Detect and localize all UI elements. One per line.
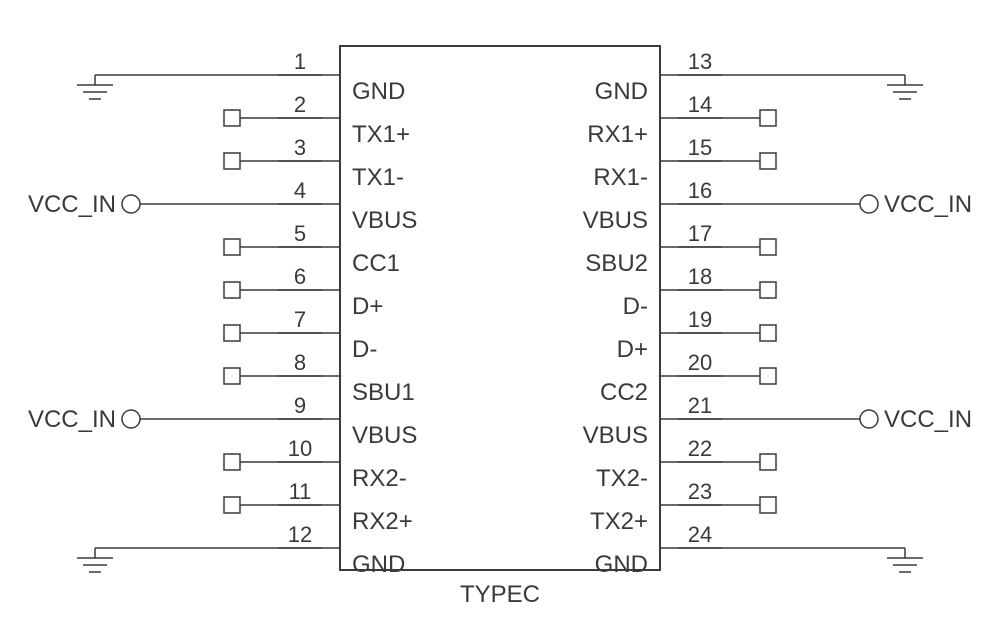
pin-name: TX2- [596,465,648,492]
unconnected-terminal-icon [760,282,776,298]
pin-number: 15 [688,135,712,160]
ground-symbol [887,548,923,572]
pin-name: RX1- [593,164,648,191]
unconnected-terminal-icon [224,153,240,169]
pin-name: D+ [352,293,383,320]
pin-name: GND [595,551,648,578]
pin-number: 11 [289,479,312,504]
net-terminal-icon [122,195,140,213]
unconnected-terminal-icon [224,497,240,513]
pin-number: 6 [294,264,306,289]
pin-number: 10 [288,436,312,461]
pin-name: RX2- [352,465,407,492]
unconnected-terminal-icon [760,368,776,384]
pin-name: D+ [617,336,648,363]
pin-name: TX2+ [590,508,648,535]
unconnected-terminal-icon [224,282,240,298]
pin-name: CC1 [352,250,400,277]
unconnected-terminal-icon [224,325,240,341]
pin-name: TX1- [352,164,404,191]
pin-number: 19 [688,307,712,332]
pin-name: GND [352,551,405,578]
unconnected-terminal-icon [760,325,776,341]
pin-number: 18 [688,264,712,289]
pin-name: TX1+ [352,121,410,148]
ground-symbol [77,75,113,99]
unconnected-terminal-icon [760,497,776,513]
net-label: VCC_IN [28,191,116,218]
pin-name: SBU2 [585,250,648,277]
unconnected-terminal-icon [760,454,776,470]
unconnected-terminal-icon [224,239,240,255]
schematic-canvas: TYPEC 1 GND 2 TX1+ 3 TX1- 4 VBUS VCC_IN 5 CC1 6 D+ 7 D-… [0,0,1000,634]
ground-symbol [77,548,113,572]
pin-number: 4 [294,178,306,203]
pin-name: SBU1 [352,379,415,406]
pin-number: 24 [688,522,712,547]
pin-number: 14 [688,92,712,117]
unconnected-terminal-icon [224,110,240,126]
pin-number: 23 [688,479,712,504]
pin-name: GND [352,78,405,105]
pin-number: 9 [294,393,306,418]
pin-number: 12 [288,522,312,547]
pin-number: 20 [688,350,712,375]
pin-number: 1 [294,49,306,74]
component-label: TYPEC [460,581,540,608]
unconnected-terminal-icon [760,110,776,126]
pin-number: 17 [688,221,712,246]
pin-name: GND [595,78,648,105]
pin-number: 8 [294,350,306,375]
net-label: VCC_IN [884,191,972,218]
pin-name: VBUS [583,422,648,449]
net-label: VCC_IN [884,406,972,433]
unconnected-terminal-icon [760,153,776,169]
ground-symbol [887,75,923,99]
net-terminal-icon [122,410,140,428]
pin-name: D- [623,293,648,320]
net-label: VCC_IN [28,406,116,433]
pin-name: VBUS [352,422,417,449]
pin-number: 3 [294,135,306,160]
pin-number: 5 [294,221,306,246]
pin-name: RX2+ [352,508,413,535]
pin-name: CC2 [600,379,648,406]
pin-name: RX1+ [587,121,648,148]
net-terminal-icon [860,195,878,213]
pin-number: 2 [294,92,306,117]
unconnected-terminal-icon [224,368,240,384]
pin-number: 7 [294,307,306,332]
unconnected-terminal-icon [760,239,776,255]
unconnected-terminal-icon [224,454,240,470]
pin-name: VBUS [583,207,648,234]
net-terminal-icon [860,410,878,428]
pin-number: 21 [688,393,712,418]
pin-number: 16 [688,178,712,203]
pin-name: D- [352,336,377,363]
pin-number: 22 [688,436,712,461]
pin-name: VBUS [352,207,417,234]
pin-number: 13 [688,49,712,74]
